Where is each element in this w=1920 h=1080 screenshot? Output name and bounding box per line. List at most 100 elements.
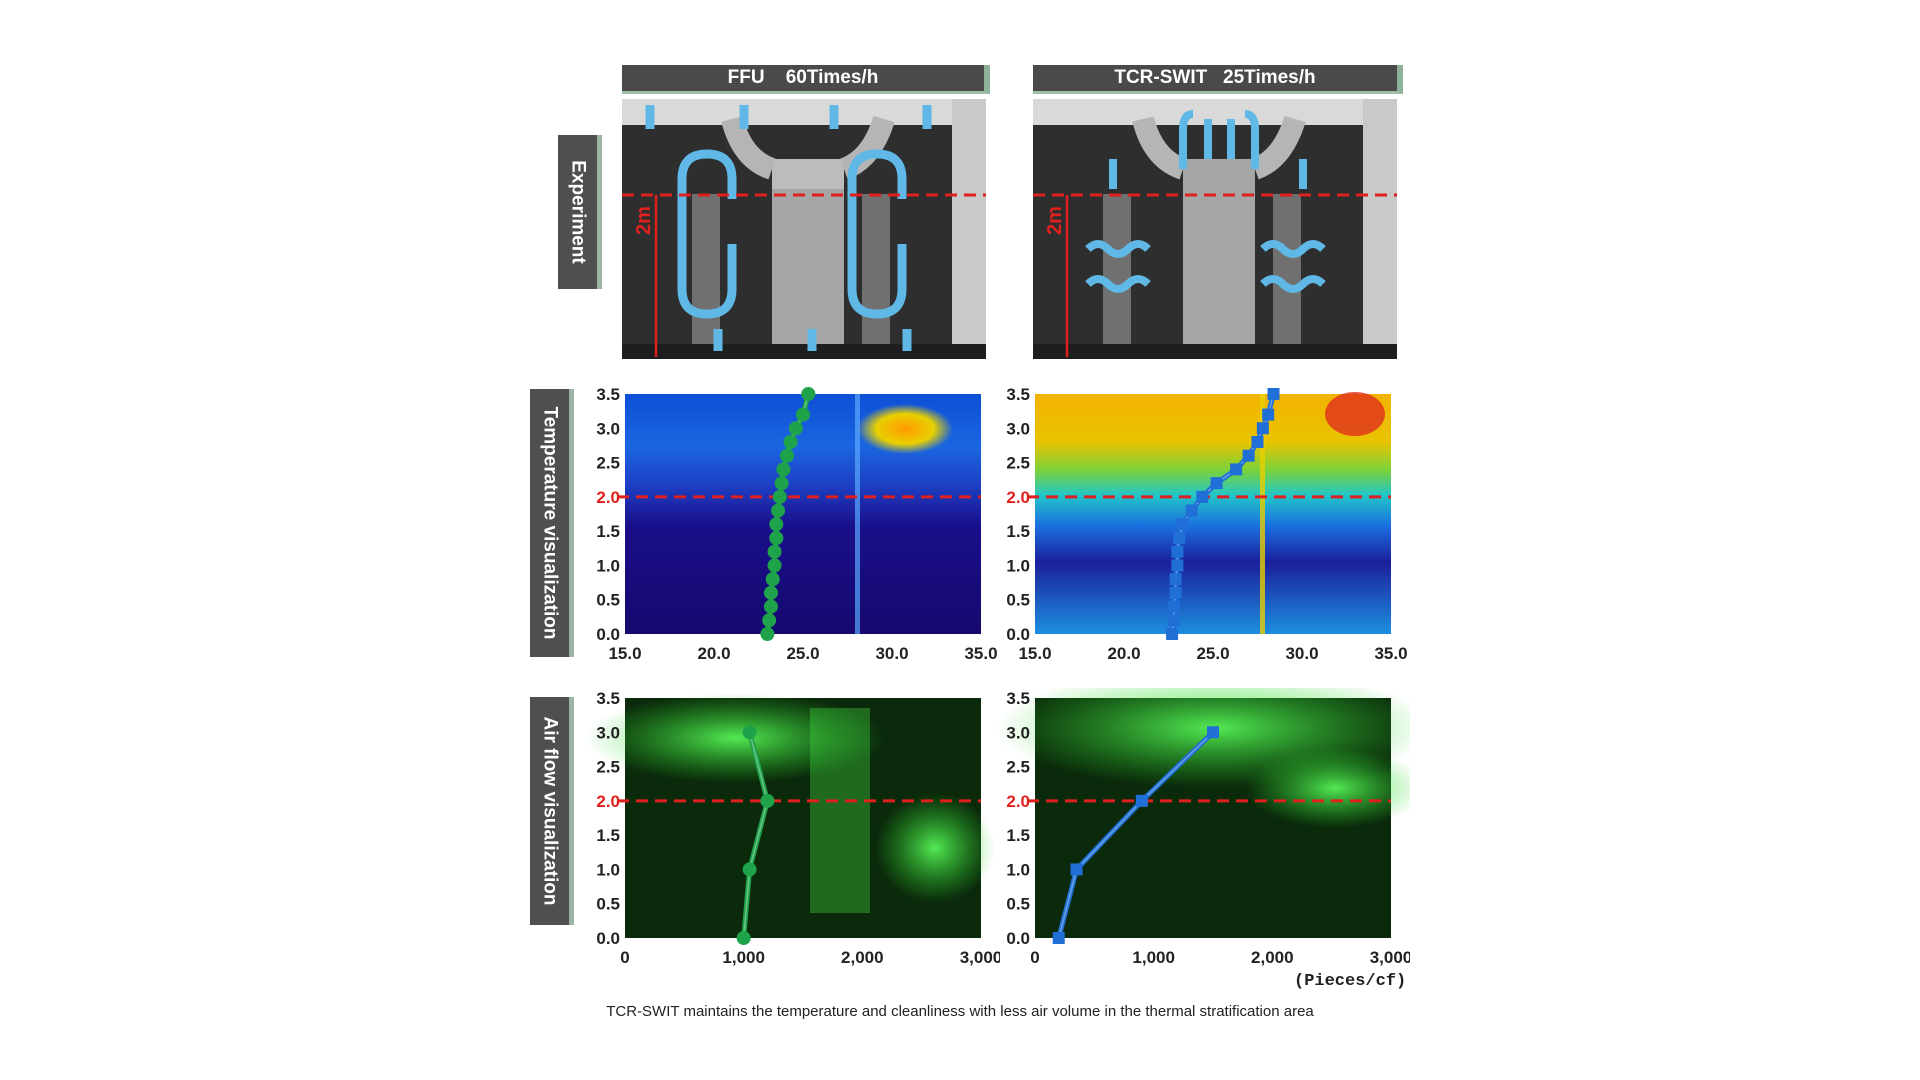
experiment-illustration-tcr <box>1033 99 1397 359</box>
plot-background <box>995 688 1410 938</box>
data-point <box>1167 600 1180 613</box>
data-point <box>769 517 784 532</box>
x-tick-label: 3,000 <box>960 948 1000 967</box>
y-tick-label: 2.5 <box>1006 758 1030 777</box>
x-tick-label: 2,000 <box>841 948 884 967</box>
y-tick-label: 3.5 <box>596 689 620 708</box>
plot-background <box>1035 392 1391 634</box>
y-tick-label: 2.0 <box>596 488 620 507</box>
data-point <box>771 503 786 518</box>
x-tick-label: 20.0 <box>697 644 730 663</box>
data-point <box>801 387 816 401</box>
experiment-photo-tcr: 2m <box>1033 99 1397 359</box>
y-tick-label: 1.0 <box>1006 556 1030 575</box>
column-title-tcr: TCR-SWIT 25Times/h <box>1114 67 1316 88</box>
y-tick-label: 0.0 <box>1006 929 1030 948</box>
row-label-experiment-text: Experiment <box>567 160 589 264</box>
experiment-photo-ffu: 2m <box>622 99 986 359</box>
data-point <box>1256 422 1269 435</box>
y-tick-label: 2.0 <box>596 792 620 811</box>
data-point <box>762 613 777 628</box>
data-point <box>742 725 757 740</box>
y-tick-label: 0.5 <box>596 895 620 914</box>
x-tick-label: 1,000 <box>722 948 765 967</box>
plot-background <box>625 394 981 634</box>
data-point <box>1230 463 1243 476</box>
x-tick-label: 20.0 <box>1107 644 1140 663</box>
series-line-highlight <box>1058 731 1214 939</box>
data-point <box>796 407 810 422</box>
series-line <box>1056 730 1215 939</box>
data-point <box>1262 408 1275 421</box>
row-label-temperature-text: Temperature visualization <box>539 406 561 640</box>
data-point <box>1176 518 1189 531</box>
data-point <box>767 558 782 573</box>
data-point <box>765 572 780 587</box>
y-tick-label: 3.5 <box>596 385 620 404</box>
y-tick-label: 3.5 <box>1006 385 1030 404</box>
data-point <box>1207 726 1219 739</box>
column-title-ffu: FFU 60Times/h <box>727 67 879 88</box>
data-point <box>742 862 757 877</box>
data-point <box>736 931 751 945</box>
data-point <box>1070 863 1083 876</box>
data-point <box>776 462 791 477</box>
y-tick-label: 1.0 <box>596 860 620 879</box>
experiment-illustration-ffu <box>622 99 986 359</box>
data-point <box>788 421 803 436</box>
series-line <box>741 731 770 939</box>
data-point <box>1052 932 1065 944</box>
plot-background <box>585 693 995 938</box>
series-line-highlight <box>742 732 769 939</box>
data-point <box>760 627 775 641</box>
y-tick-label: 0.0 <box>596 625 620 644</box>
y-tick-label: 0.0 <box>1006 625 1030 644</box>
y-tick-label: 1.5 <box>1006 522 1030 541</box>
unit-label: (Pieces/cf) <box>1294 972 1407 991</box>
y-tick-label: 3.5 <box>1006 689 1030 708</box>
x-tick-label: 0 <box>1030 948 1039 967</box>
y-tick-label: 1.0 <box>596 556 620 575</box>
data-point <box>772 489 787 504</box>
y-tick-label: 2.0 <box>1006 488 1030 507</box>
data-point <box>1210 477 1223 490</box>
chart-temperature-ffu: 0.0 0.5 1.0 1.5 2.0 2.5 3.0 3.5 15.0 20.0 25.0 30.0… <box>596 385 997 663</box>
y-tick-label: 0.0 <box>596 929 620 948</box>
y-tick-label: 3.0 <box>1006 723 1030 742</box>
height-marker-tcr: 2m <box>1043 206 1066 235</box>
y-tick-label: 3.0 <box>596 723 620 742</box>
row-label-experiment: Experiment <box>558 135 602 289</box>
x-tick-label: 15.0 <box>608 644 641 663</box>
data-point <box>763 599 778 614</box>
data-point <box>1169 586 1182 599</box>
y-tick-label: 2.5 <box>596 758 620 777</box>
data-point <box>769 531 784 545</box>
chart-airflow-ffu: 0.0 0.5 1.0 1.5 2.0 2.5 3.0 3.5 0 1,000 2,000 3,000 <box>585 689 1000 967</box>
y-tick-label: 0.5 <box>1006 591 1030 610</box>
y-tick-label: 3.0 <box>1006 419 1030 438</box>
column-header-ffu: FFU 60Times/h <box>622 65 990 94</box>
airflow-arrows-ffu <box>645 105 932 351</box>
x-tick-label: 2,000 <box>1251 948 1294 967</box>
column-header-tcr: TCR-SWIT 25Times/h <box>1033 65 1403 94</box>
chart-temperature-tcr: 0.0 0.5 1.0 1.5 2.0 2.5 3.0 3.5 15.0 20.0 25.0 30.0… <box>1006 385 1407 663</box>
row-label-airflow-text: Air flow visualization <box>539 716 561 906</box>
y-tick-label: 2.5 <box>1006 454 1030 473</box>
height-marker-ffu: 2m <box>632 206 655 235</box>
x-tick-label: 1,000 <box>1132 948 1175 967</box>
x-tick-label: 30.0 <box>1285 644 1318 663</box>
y-tick-label: 1.0 <box>1006 860 1030 879</box>
x-tick-label: 15.0 <box>1018 644 1051 663</box>
x-tick-label: 25.0 <box>1196 644 1229 663</box>
y-tick-label: 1.5 <box>1006 826 1030 845</box>
chart-airflow-tcr: 0.0 0.5 1.0 1.5 2.0 2.5 3.0 3.5 0 1,000 2,000 3,000 <box>995 688 1410 967</box>
row-label-temperature: Temperature visualization <box>530 389 574 657</box>
x-tick-label: 25.0 <box>786 644 819 663</box>
y-tick-label: 3.0 <box>596 419 620 438</box>
y-tick-label: 1.5 <box>596 522 620 541</box>
data-point <box>1185 504 1198 517</box>
x-tick-label: 3,000 <box>1370 948 1410 967</box>
data-point <box>774 476 789 491</box>
data-point <box>1171 559 1184 572</box>
y-tick-label: 2.0 <box>1006 792 1030 811</box>
